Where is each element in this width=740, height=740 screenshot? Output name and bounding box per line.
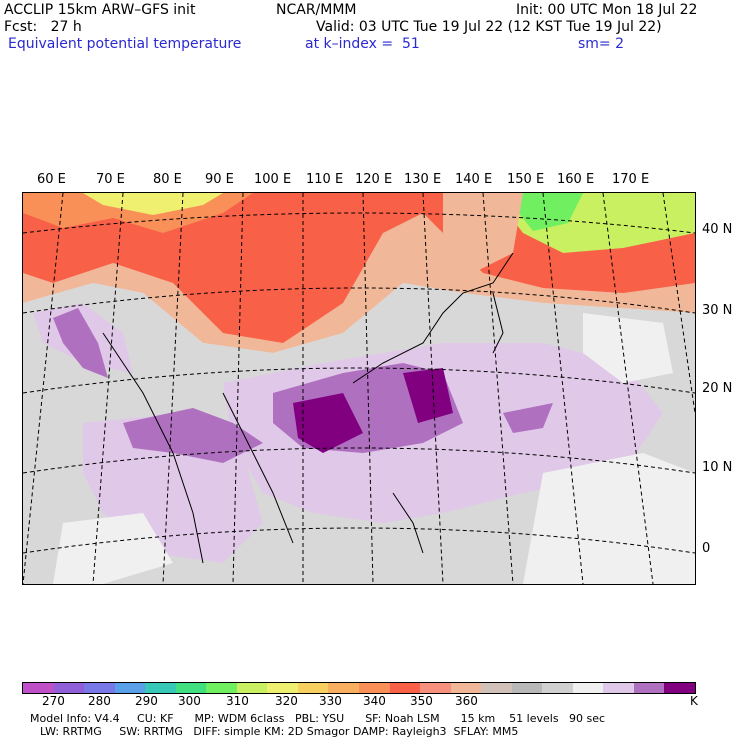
colorbar-unit: K xyxy=(690,694,698,708)
colorbar-tick: 340 xyxy=(363,694,386,708)
colorbar-tick: 320 xyxy=(275,694,298,708)
colorbar-tick: 300 xyxy=(178,694,201,708)
forecast-hour: Fcst: 27 h xyxy=(4,19,82,35)
lat-label: 0 xyxy=(702,541,711,556)
colorbar-swatch xyxy=(511,683,543,693)
footer-model-info: Model Info: V4.4 CU: KF MP: WDM 6class P… xyxy=(30,712,606,725)
lon-label: 140 E xyxy=(455,172,493,187)
footer-physics-info: LW: RRTMG SW: RRTMG DIFF: simple KM: 2D … xyxy=(40,725,519,738)
init-time: Init: 00 UTC Mon 18 Jul 22 xyxy=(516,2,698,18)
colorbar-swatch xyxy=(236,683,268,693)
colorbar-swatch xyxy=(633,683,665,693)
colorbar-swatch xyxy=(389,683,421,693)
colorbar-swatch xyxy=(84,683,115,693)
colorbar-swatch xyxy=(664,683,696,693)
lon-label: 110 E xyxy=(306,172,344,187)
colorbar-tick: 330 xyxy=(319,694,342,708)
map-canvas xyxy=(23,193,695,584)
smoothing-label: sm= 2 xyxy=(578,36,625,52)
colorbar-swatch xyxy=(450,683,482,693)
colorbar-swatch xyxy=(23,683,54,693)
field-name: Equivalent potential temperature xyxy=(8,36,242,52)
lat-label: 10 N xyxy=(702,460,733,475)
valid-time: Valid: 03 UTC Tue 19 Jul 22 (12 KST Tue … xyxy=(316,19,662,35)
colorbar-swatch xyxy=(542,683,573,693)
model-title: ACCLIP 15km ARW–GFS init xyxy=(4,2,196,18)
colorbar-swatch xyxy=(481,683,512,693)
colorbar-swatch xyxy=(420,683,451,693)
lon-label: 100 E xyxy=(254,172,292,187)
lon-label: 90 E xyxy=(205,172,234,187)
colorbar-swatch xyxy=(572,683,604,693)
lon-label: 70 E xyxy=(96,172,125,187)
colorbar xyxy=(22,682,696,694)
level-label: at k–index = 51 xyxy=(305,36,420,52)
colorbar-tick: 270 xyxy=(42,694,65,708)
colorbar-tick: 310 xyxy=(226,694,249,708)
colorbar-swatch xyxy=(53,683,85,693)
lon-label: 170 E xyxy=(612,172,650,187)
colorbar-swatch xyxy=(359,683,390,693)
colorbar-tick: 350 xyxy=(410,694,433,708)
colorbar-swatch xyxy=(603,683,634,693)
colorbar-tick: 290 xyxy=(135,694,158,708)
lat-label: 20 N xyxy=(702,381,733,396)
lon-label: 120 E xyxy=(355,172,393,187)
lon-label: 150 E xyxy=(507,172,545,187)
lat-label: 40 N xyxy=(702,222,733,237)
lon-label: 60 E xyxy=(37,172,66,187)
lat-label: 30 N xyxy=(702,303,733,318)
lon-label: 80 E xyxy=(153,172,182,187)
colorbar-tick: 360 xyxy=(455,694,478,708)
colorbar-swatch xyxy=(206,683,237,693)
colorbar-swatch xyxy=(114,683,146,693)
colorbar-swatch xyxy=(297,683,329,693)
colorbar-swatch xyxy=(267,683,298,693)
lon-label: 130 E xyxy=(404,172,442,187)
colorbar-swatch xyxy=(145,683,176,693)
colorbar-swatch xyxy=(175,683,207,693)
colorbar-tick: 280 xyxy=(88,694,111,708)
colorbar-swatch xyxy=(328,683,360,693)
lon-label: 160 E xyxy=(557,172,595,187)
theta-e-map[interactable] xyxy=(22,192,696,585)
org-label: NCAR/MMM xyxy=(276,2,357,18)
